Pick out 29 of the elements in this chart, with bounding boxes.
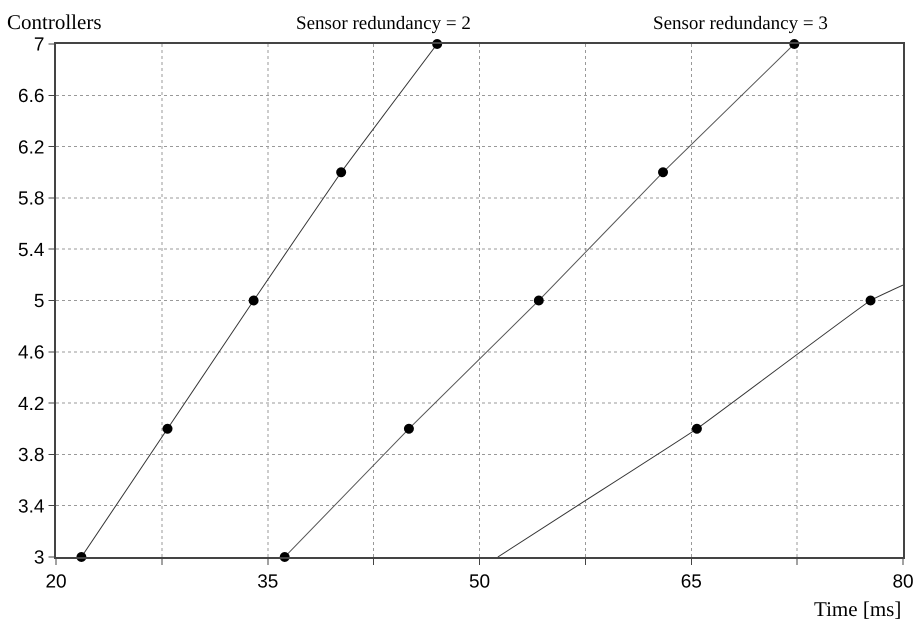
point (658, 167, 668, 178)
y-tick-label: 6.6 (18, 86, 44, 107)
point (404, 424, 414, 434)
point (534, 296, 544, 306)
x-tick-label: 50 (468, 572, 490, 593)
y-tick-label: 3 (34, 548, 44, 569)
y-tick-label: 4.6 (18, 342, 44, 364)
x-tick-label: 35 (257, 572, 278, 593)
point (866, 296, 876, 306)
point (162, 424, 173, 434)
y-tick-label: 7 (34, 34, 44, 56)
y-tick-label: 5.8 (18, 188, 44, 210)
y-tick-label: 6.2 (18, 137, 44, 158)
x-axis-title: Time [ms] (814, 597, 902, 621)
annotation: Sensor redundancy = 3 (653, 13, 828, 34)
y-tick-label: 4.2 (18, 394, 44, 415)
y-tick-label: 3.8 (18, 445, 44, 466)
point (336, 167, 346, 178)
y-axis-title: Controllers (7, 10, 102, 34)
y-tick-label: 3.4 (18, 496, 45, 518)
x-tick-label: 20 (45, 572, 67, 593)
y-tick-label: 5 (34, 291, 44, 312)
point (248, 296, 259, 306)
annotation: Sensor redundancy = 2 (296, 13, 471, 34)
y-tick-label: 5.4 (18, 240, 45, 261)
line-series (497, 284, 903, 557)
point (692, 424, 702, 434)
x-tick-label: 65 (680, 572, 702, 593)
x-tick-label: 80 (892, 572, 914, 593)
